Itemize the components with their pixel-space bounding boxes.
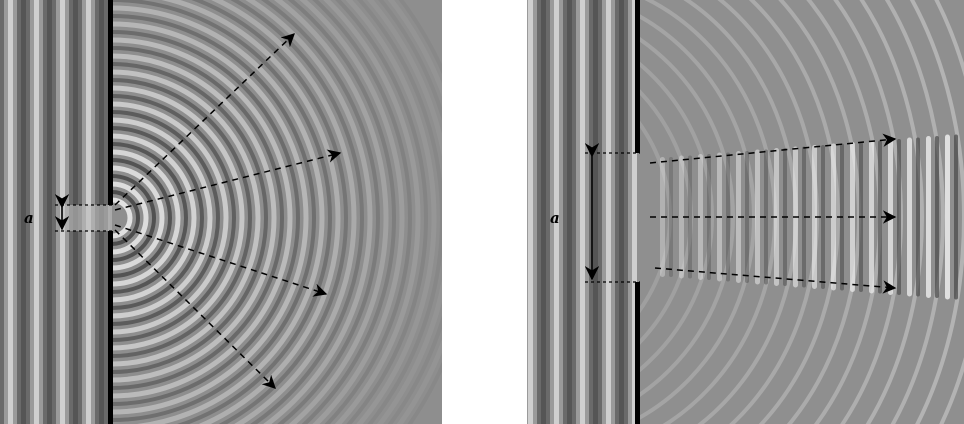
- slit-width-label: a: [24, 209, 34, 227]
- wavefront-crest: [273, 0, 389, 424]
- wavefront-crest: [640, 120, 672, 314]
- incident-wave-region: [527, 0, 637, 424]
- panel-wide-slit: a: [527, 0, 964, 424]
- wavefront-trough: [112, 142, 188, 294]
- circular-wavefronts: [112, 0, 442, 424]
- wavefront-crest: [679, 155, 684, 279]
- propagation-arrows: [649, 133, 897, 294]
- arrow-down-shallow: [114, 224, 328, 297]
- wavefront-trough: [954, 134, 958, 300]
- wavefront-trough: [112, 62, 268, 374]
- wavefront-trough: [669, 157, 673, 277]
- propagation-arrows: [114, 33, 342, 389]
- wavefront-crest: [640, 89, 693, 345]
- wavefront-crest: [945, 134, 950, 300]
- wavefront-crest: [812, 145, 817, 289]
- barrier-bottom: [635, 282, 640, 424]
- wavefront-trough: [287, 0, 396, 424]
- wavefront-trough: [821, 145, 825, 289]
- wavefront-crest: [859, 0, 924, 424]
- wavefront-crest: [884, 0, 945, 424]
- wavefront-crest: [299, 0, 405, 424]
- arrow-up-steep: [114, 33, 295, 206]
- wavefront-crest: [245, 0, 373, 424]
- wavefront-crest: [112, 85, 245, 351]
- slit-width-label: a: [550, 209, 560, 227]
- wavefront-crest: [112, 69, 261, 367]
- wavefront-trough: [191, 0, 348, 424]
- wavefront-trough: [878, 140, 882, 294]
- wavefront-crest: [112, 37, 293, 399]
- wavefront-crest: [323, 0, 421, 424]
- wavefront-crest: [211, 0, 357, 424]
- wavefront-crest: [112, 117, 213, 319]
- slit-dimension: [584, 143, 640, 283]
- wavefront-trough: [112, 158, 172, 278]
- wavefront-crest: [112, 133, 197, 303]
- wavefront-trough: [112, 190, 140, 246]
- wavefront-crest: [640, 61, 714, 373]
- wavefront-trough: [745, 151, 749, 283]
- slit-opening: [62, 205, 112, 231]
- barrier-top: [108, 0, 113, 205]
- wavefront-trough: [112, 0, 332, 424]
- wavefront-trough: [335, 0, 428, 424]
- wavefront-trough: [260, 0, 380, 424]
- wavefront-crest: [112, 5, 325, 424]
- wavefront-trough: [112, 30, 300, 406]
- wavefront-crest: [112, 101, 229, 335]
- arrow-lower: [654, 267, 897, 294]
- arrow-upper: [649, 133, 897, 164]
- wavefront-crest: [755, 149, 760, 285]
- wavefront-crest: [112, 181, 149, 255]
- wavefront-crest: [907, 137, 912, 297]
- wavefront-trough: [112, 126, 204, 310]
- wavefront-crest: [831, 143, 836, 291]
- panel-narrow-slit: a: [0, 0, 442, 424]
- arrow-down-steep: [114, 229, 276, 389]
- wavefront-crest: [345, 0, 437, 424]
- wavefront-trough: [112, 94, 236, 342]
- wavefront-trough: [112, 174, 156, 262]
- wavefront-crest: [112, 149, 181, 287]
- barrier-top: [635, 0, 640, 153]
- wavefront-trough: [112, 46, 284, 390]
- wavefront-crest: [926, 136, 931, 298]
- wavefront-crest: [161, 0, 341, 424]
- wavefront-crest: [112, 53, 277, 383]
- wavefront-trough: [112, 110, 220, 326]
- wavefront-trough: [935, 136, 939, 298]
- wavefront-trough: [112, 14, 316, 422]
- wavefront-trough: [230, 0, 364, 424]
- barrier-bottom: [108, 231, 113, 424]
- wavefront-trough: [688, 155, 692, 279]
- wavefront-crest: [112, 21, 309, 415]
- wavefront-crest: [112, 165, 165, 271]
- wavefront-trough: [312, 0, 412, 424]
- wavefront-trough: [916, 137, 920, 297]
- wavefront-trough: [112, 78, 252, 358]
- wavefront-trough: [897, 139, 901, 295]
- wavefront-crest: [112, 197, 133, 239]
- slit-dimension: [54, 194, 112, 232]
- wavefront-crest: [698, 154, 703, 280]
- arrow-up-shallow: [114, 149, 342, 211]
